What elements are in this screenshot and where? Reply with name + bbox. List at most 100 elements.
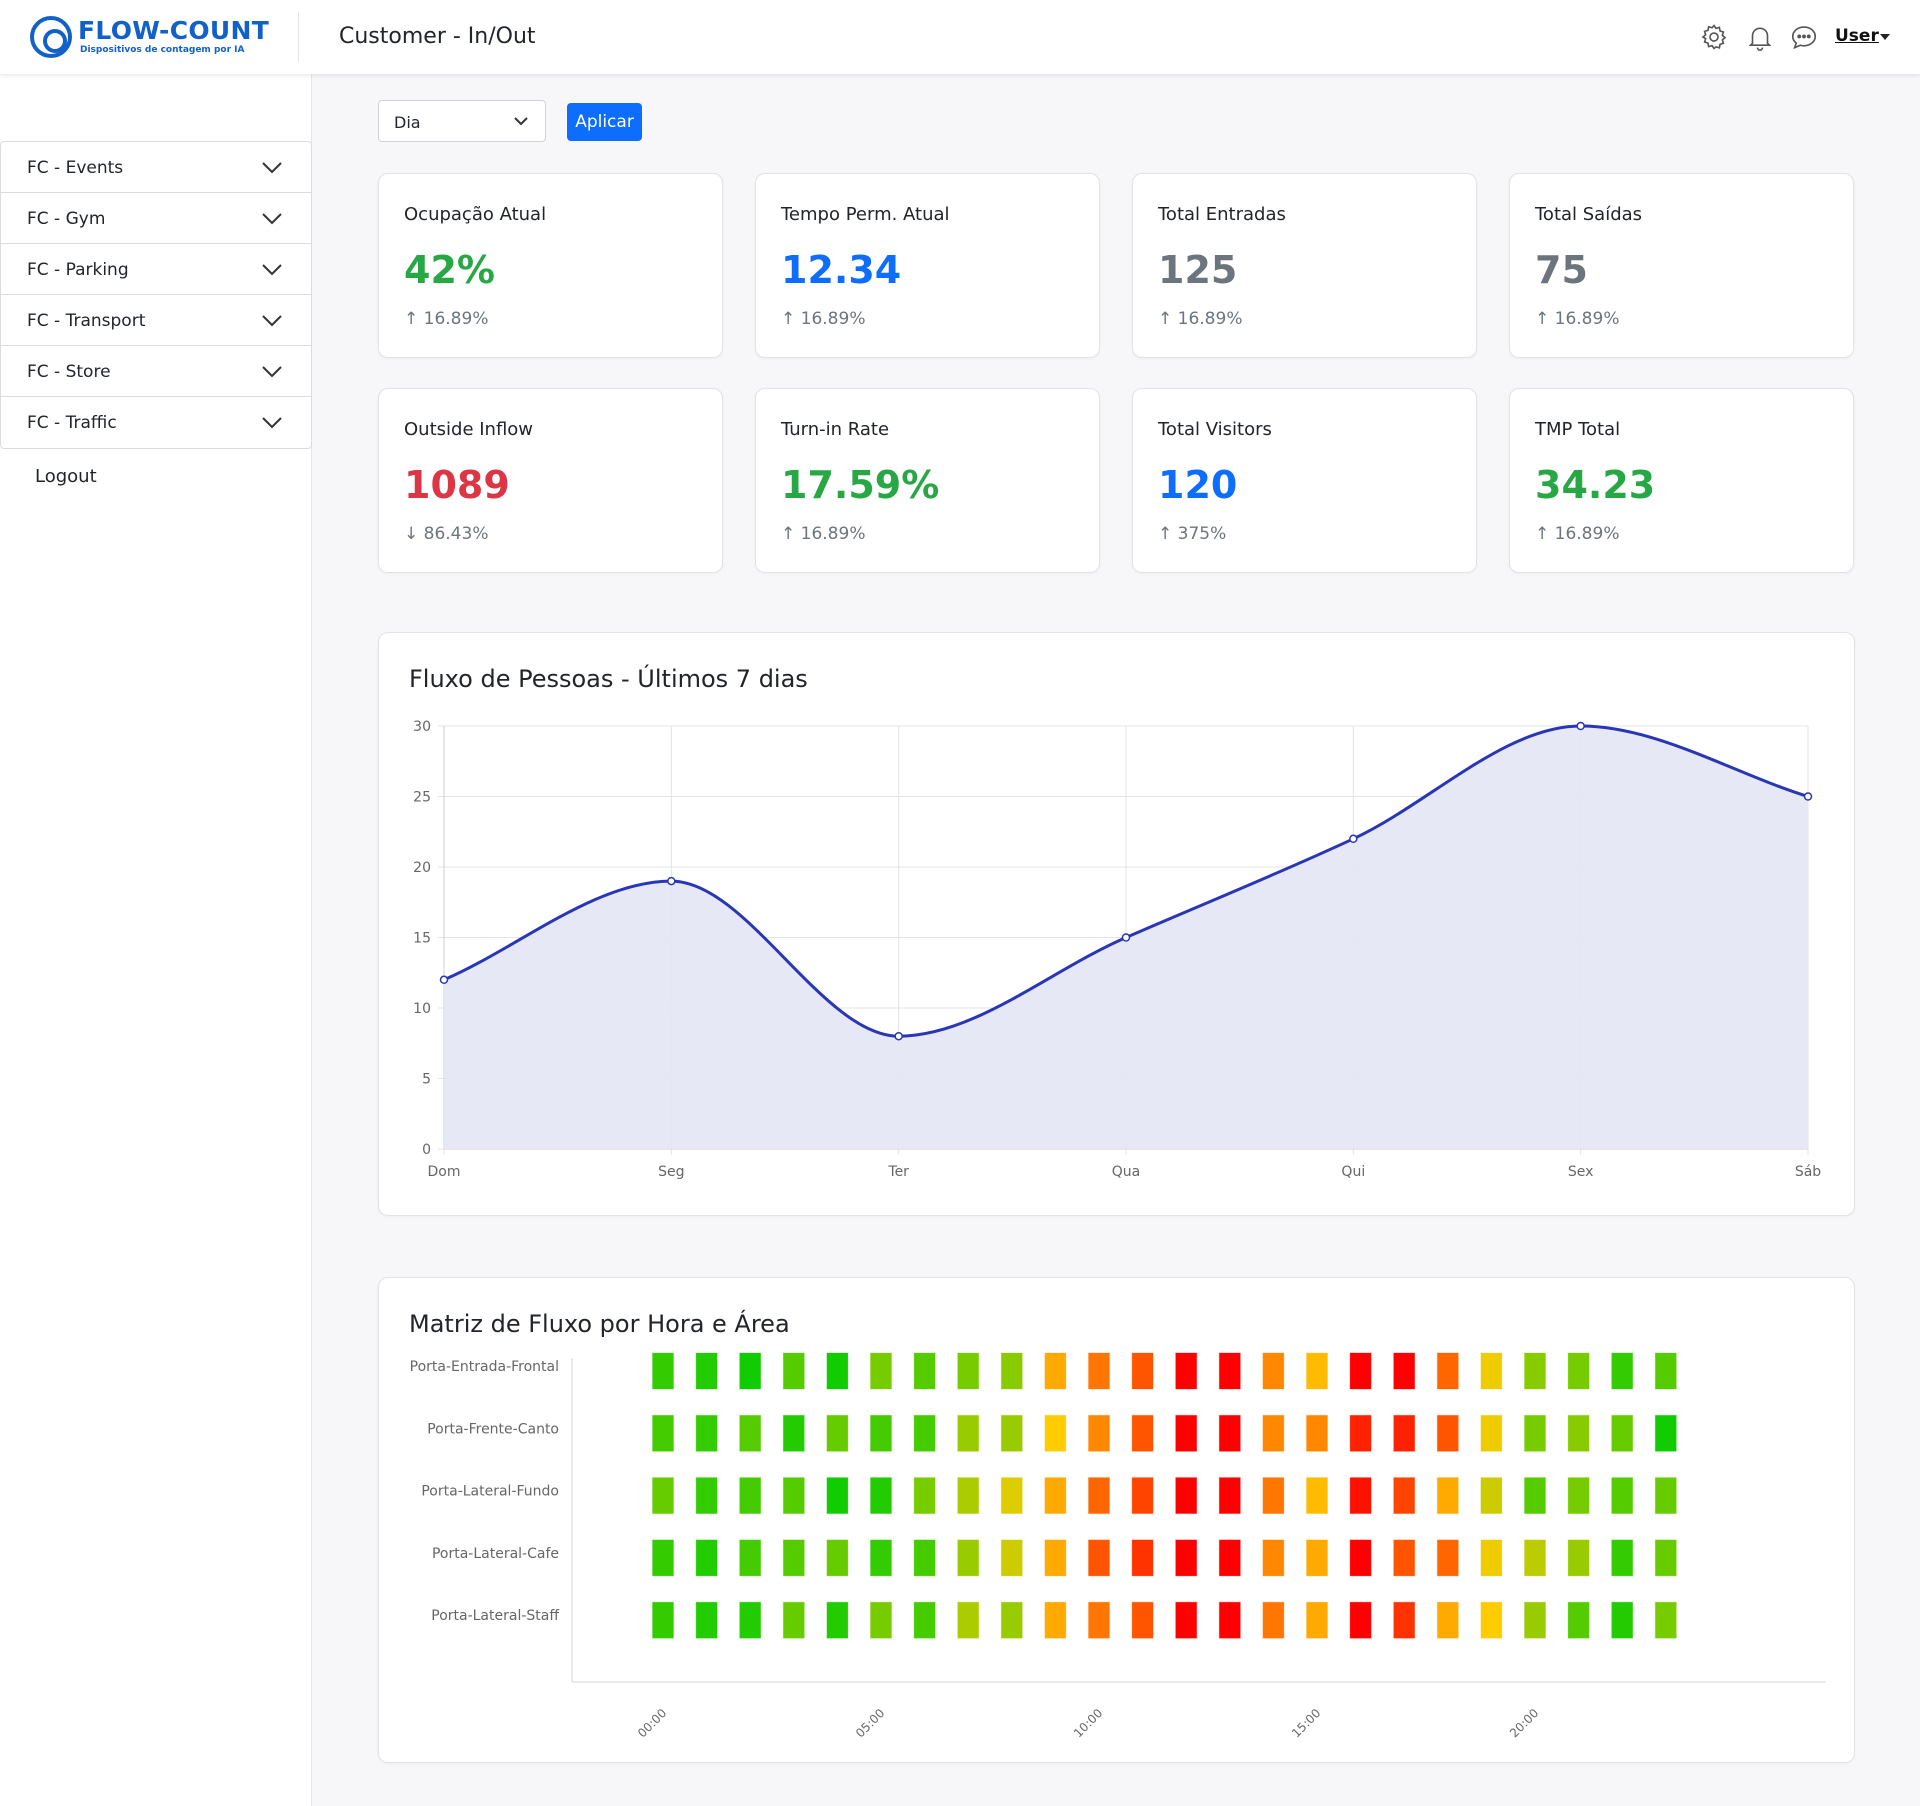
heatmap-cell[interactable] (738, 1538, 762, 1577)
heatmap-cell[interactable] (1174, 1538, 1198, 1577)
heatmap-cell[interactable] (782, 1414, 806, 1453)
sidebar-item-traffic[interactable]: FC - Traffic (1, 397, 311, 448)
heatmap-cell[interactable] (956, 1414, 980, 1453)
heatmap-cell[interactable] (1436, 1476, 1460, 1515)
heatmap-cell[interactable] (1392, 1476, 1416, 1515)
chat-icon[interactable] (1789, 22, 1819, 52)
heatmap-cell[interactable] (1479, 1414, 1503, 1453)
heatmap-cell[interactable] (1218, 1601, 1242, 1640)
heatmap-cell[interactable] (1131, 1476, 1155, 1515)
heatmap-cell[interactable] (1043, 1538, 1067, 1577)
heatmap-cell[interactable] (1174, 1601, 1198, 1640)
heatmap-cell[interactable] (1349, 1476, 1373, 1515)
chevron-down-icon[interactable] (261, 258, 283, 280)
heatmap-cell[interactable] (1523, 1538, 1547, 1577)
heatmap-cell[interactable] (1479, 1352, 1503, 1390)
heatmap-cell[interactable] (1261, 1352, 1285, 1390)
caret-down-icon[interactable] (1880, 34, 1890, 40)
heatmap-cell[interactable] (1261, 1601, 1285, 1640)
heatmap-cell[interactable] (1087, 1352, 1111, 1390)
user-menu[interactable]: User (1835, 26, 1879, 46)
heatmap-cell[interactable] (1305, 1352, 1329, 1390)
heatmap-cell[interactable] (1567, 1414, 1591, 1453)
heatmap-cell[interactable] (956, 1538, 980, 1577)
heatmap-cell[interactable] (1610, 1538, 1634, 1577)
heatmap-cell[interactable] (1654, 1414, 1678, 1453)
heatmap-cell[interactable] (738, 1414, 762, 1453)
heatmap-cell[interactable] (956, 1476, 980, 1515)
sidebar-item-transport[interactable]: FC - Transport (1, 295, 311, 346)
heatmap-cell[interactable] (869, 1538, 893, 1577)
heatmap-cell[interactable] (869, 1476, 893, 1515)
heatmap-cell[interactable] (1000, 1601, 1024, 1640)
heatmap-cell[interactable] (1131, 1414, 1155, 1453)
heatmap-cell[interactable] (913, 1601, 937, 1640)
logo[interactable]: FLOW-COUNT Dispositivos de contagem por … (30, 14, 270, 60)
heatmap-cell[interactable] (782, 1601, 806, 1640)
heatmap-cell[interactable] (1000, 1352, 1024, 1390)
heatmap-cell[interactable] (1610, 1414, 1634, 1453)
heatmap-cell[interactable] (1218, 1476, 1242, 1515)
data-point[interactable] (894, 1031, 903, 1041)
heatmap-cell[interactable] (956, 1352, 980, 1390)
chevron-down-icon[interactable] (261, 156, 283, 178)
heatmap-cell[interactable] (956, 1601, 980, 1640)
heatmap-cell[interactable] (1523, 1601, 1547, 1640)
heatmap-cell[interactable] (695, 1414, 719, 1453)
heatmap-cell[interactable] (1261, 1538, 1285, 1577)
heatmap-cell[interactable] (913, 1352, 937, 1390)
chevron-down-icon[interactable] (261, 207, 283, 229)
heatmap-cell[interactable] (1261, 1476, 1285, 1515)
heatmap-cell[interactable] (782, 1538, 806, 1577)
heatmap-cell[interactable] (1479, 1538, 1503, 1577)
logout-link[interactable]: Logout (35, 466, 97, 487)
heatmap-cell[interactable] (1043, 1601, 1067, 1640)
heatmap-cell[interactable] (1479, 1601, 1503, 1640)
data-point[interactable] (667, 876, 676, 886)
heatmap-cell[interactable] (1305, 1476, 1329, 1515)
heatmap-cell[interactable] (1654, 1538, 1678, 1577)
heatmap-cell[interactable] (738, 1601, 762, 1640)
heatmap-cell[interactable] (1043, 1414, 1067, 1453)
heatmap-cell[interactable] (1218, 1414, 1242, 1453)
heatmap-cell[interactable] (1392, 1538, 1416, 1577)
heatmap-cell[interactable] (1174, 1352, 1198, 1390)
heatmap-cell[interactable] (1392, 1352, 1416, 1390)
heatmap-cell[interactable] (695, 1538, 719, 1577)
heatmap-cell[interactable] (1654, 1352, 1678, 1390)
heatmap-cell[interactable] (1087, 1476, 1111, 1515)
sidebar-item-events[interactable]: FC - Events (1, 142, 311, 193)
heatmap-cell[interactable] (913, 1538, 937, 1577)
heatmap-cell[interactable] (1523, 1352, 1547, 1390)
data-point[interactable] (1576, 721, 1585, 731)
heatmap-cell[interactable] (1567, 1352, 1591, 1390)
heatmap-cell[interactable] (1654, 1476, 1678, 1515)
heatmap-cell[interactable] (825, 1352, 849, 1390)
heatmap-cell[interactable] (1392, 1414, 1416, 1453)
heatmap-cell[interactable] (1131, 1538, 1155, 1577)
heatmap-cell[interactable] (1567, 1476, 1591, 1515)
heatmap-cell[interactable] (738, 1352, 762, 1390)
sidebar-item-parking[interactable]: FC - Parking (1, 244, 311, 295)
heatmap-cell[interactable] (1087, 1601, 1111, 1640)
heatmap-cell[interactable] (1218, 1352, 1242, 1390)
heatmap-cell[interactable] (1174, 1414, 1198, 1453)
heatmap-cell[interactable] (1000, 1538, 1024, 1577)
heatmap-cell[interactable] (1043, 1476, 1067, 1515)
heatmap-cell[interactable] (1261, 1414, 1285, 1453)
heatmap-cell[interactable] (651, 1538, 675, 1577)
gear-icon[interactable] (1699, 22, 1729, 52)
heatmap-cell[interactable] (1131, 1601, 1155, 1640)
heatmap-cell[interactable] (1218, 1538, 1242, 1577)
chevron-down-icon[interactable] (261, 309, 283, 331)
heatmap-cell[interactable] (1349, 1538, 1373, 1577)
bell-icon[interactable] (1745, 22, 1775, 52)
heatmap-cell[interactable] (1305, 1414, 1329, 1453)
heatmap-cell[interactable] (782, 1476, 806, 1515)
sidebar-item-store[interactable]: FC - Store (1, 346, 311, 397)
heatmap-cell[interactable] (913, 1414, 937, 1453)
apply-button[interactable]: Aplicar (567, 103, 642, 141)
heatmap-cell[interactable] (782, 1352, 806, 1390)
heatmap-cell[interactable] (1087, 1538, 1111, 1577)
heatmap-cell[interactable] (1436, 1538, 1460, 1577)
